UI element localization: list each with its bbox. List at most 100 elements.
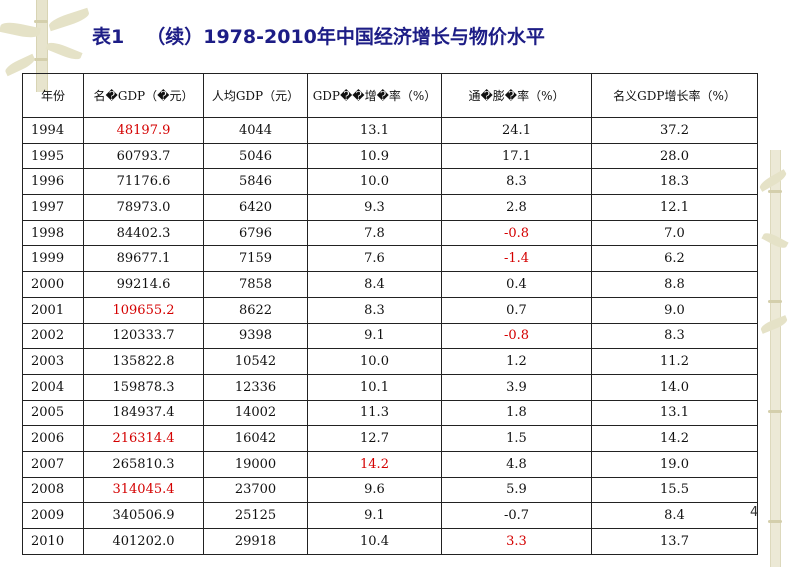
cell-real-gdp-growth: 9.1 (307, 322, 442, 350)
cell-nominal-gdp-growth: 19.0 (591, 450, 758, 478)
table-body: 1994 48197.9 4044 13.1 24.1 37.2 1995 60793.7 50… (22, 117, 758, 555)
cell-per-capita-gdp: 8622 (203, 296, 308, 324)
header-real-gdp-growth: GDP��增�率（%） (307, 73, 442, 118)
cell-nominal-gdp: 401202.0 (83, 528, 204, 555)
cell-nominal-gdp-growth: 11.2 (591, 348, 758, 375)
title-text: （续）1978-2010年中国经济增长与物价水平 (146, 26, 545, 48)
table-row: 2007 265810.3 19000 14.2 4.8 19.0 (22, 450, 758, 478)
cell-year: 2000 (22, 271, 84, 298)
header-year: 年份 (22, 73, 84, 118)
cell-nominal-gdp-growth: 8.3 (591, 322, 758, 350)
cell-nominal-gdp-growth: 6.2 (591, 245, 758, 273)
cell-year: 2003 (22, 348, 84, 375)
table-label: 表1 (92, 26, 125, 48)
cell-year: 2002 (22, 322, 84, 350)
cell-nominal-gdp: 78973.0 (83, 194, 204, 221)
cell-nominal-gdp: 84402.3 (83, 219, 204, 247)
table-row: 2006 216314.4 16042 12.7 1.5 14.2 (22, 425, 758, 452)
cell-nominal-gdp: 159878.3 (83, 373, 204, 401)
cell-nominal-gdp: 89677.1 (83, 245, 204, 273)
cell-per-capita-gdp: 7159 (203, 245, 308, 273)
cell-nominal-gdp-growth: 13.7 (591, 528, 758, 555)
cell-per-capita-gdp: 7858 (203, 271, 308, 298)
cell-real-gdp-growth: 7.6 (307, 245, 442, 273)
cell-real-gdp-growth: 9.6 (307, 476, 442, 504)
cell-nominal-gdp: 314045.4 (83, 476, 204, 504)
cell-year: 1995 (22, 142, 84, 170)
table-row: 2005 184937.4 14002 11.3 1.8 13.1 (22, 399, 758, 427)
table-row: 1995 60793.7 5046 10.9 17.1 28.0 (22, 142, 758, 170)
bamboo-leaf-icon (45, 39, 83, 63)
table-row: 2003 135822.8 10542 10.0 1.2 11.2 (22, 348, 758, 375)
cell-real-gdp-growth: 14.2 (307, 450, 442, 478)
cell-per-capita-gdp: 12336 (203, 373, 308, 401)
cell-nominal-gdp: 265810.3 (83, 450, 204, 478)
cell-real-gdp-growth: 9.3 (307, 194, 442, 221)
table-row: 1997 78973.0 6420 9.3 2.8 12.1 (22, 194, 758, 221)
header-nominal-gdp: 名�GDP（�元） (83, 73, 204, 118)
cell-year: 2010 (22, 528, 84, 555)
cell-real-gdp-growth: 7.8 (307, 219, 442, 247)
table-row: 1998 84402.3 6796 7.8 -0.8 7.0 (22, 219, 758, 247)
table-row: 2001 109655.2 8622 8.3 0.7 9.0 (22, 296, 758, 324)
cell-inflation: -0.7 (441, 502, 592, 529)
cell-per-capita-gdp: 5046 (203, 142, 308, 170)
bamboo-leaf-icon (761, 230, 789, 251)
cell-real-gdp-growth: 10.1 (307, 373, 442, 401)
table-row: 1996 71176.6 5846 10.0 8.3 18.3 (22, 168, 758, 196)
cell-nominal-gdp: 120333.7 (83, 322, 204, 350)
cell-nominal-gdp-growth: 12.1 (591, 194, 758, 221)
cell-year: 1997 (22, 194, 84, 221)
cell-per-capita-gdp: 6420 (203, 194, 308, 221)
cell-nominal-gdp-growth: 7.0 (591, 219, 758, 247)
bamboo-leaf-icon (0, 19, 41, 41)
gdp-inflation-table: 年份 名�GDP（�元） 人均GDP（元） GDP��增�率（%） 通�膨�率（… (22, 73, 758, 555)
cell-year: 1998 (22, 219, 84, 247)
page-number: 4 (750, 505, 759, 520)
table-row: 2004 159878.3 12336 10.1 3.9 14.0 (22, 373, 758, 401)
cell-year: 2008 (22, 476, 84, 504)
cell-year: 1999 (22, 245, 84, 273)
bamboo-icon (768, 150, 782, 567)
cell-per-capita-gdp: 5846 (203, 168, 308, 196)
cell-per-capita-gdp: 23700 (203, 476, 308, 504)
cell-per-capita-gdp: 14002 (203, 399, 308, 427)
cell-real-gdp-growth: 8.4 (307, 271, 442, 298)
cell-nominal-gdp: 60793.7 (83, 142, 204, 170)
table-row: 2002 120333.7 9398 9.1 -0.8 8.3 (22, 322, 758, 350)
bamboo-leaf-icon (759, 315, 789, 334)
header-per-capita-gdp: 人均GDP（元） (203, 73, 308, 118)
cell-nominal-gdp-growth: 13.1 (591, 399, 758, 427)
cell-real-gdp-growth: 8.3 (307, 296, 442, 324)
cell-nominal-gdp-growth: 14.2 (591, 425, 758, 452)
cell-nominal-gdp-growth: 37.2 (591, 117, 758, 144)
cell-per-capita-gdp: 6796 (203, 219, 308, 247)
cell-inflation: 2.8 (441, 194, 592, 221)
cell-inflation: 5.9 (441, 476, 592, 504)
cell-nominal-gdp: 109655.2 (83, 296, 204, 324)
header-nominal-gdp-growth: 名义GDP增长率（%） (591, 73, 758, 118)
table-row: 2008 314045.4 23700 9.6 5.9 15.5 (22, 476, 758, 504)
cell-nominal-gdp-growth: 14.0 (591, 373, 758, 401)
cell-inflation: 4.8 (441, 450, 592, 478)
cell-inflation: -1.4 (441, 245, 592, 273)
table-row: 2009 340506.9 25125 9.1 -0.7 8.4 (22, 502, 758, 529)
cell-inflation: 3.9 (441, 373, 592, 401)
cell-inflation: 3.3 (441, 528, 592, 555)
cell-year: 2005 (22, 399, 84, 427)
cell-inflation: 17.1 (441, 142, 592, 170)
cell-year: 2007 (22, 450, 84, 478)
cell-real-gdp-growth: 11.3 (307, 399, 442, 427)
data-table-container: 年份 名�GDP（�元） 人均GDP（元） GDP��增�率（%） 通�膨�率（… (22, 73, 758, 555)
cell-nominal-gdp-growth: 15.5 (591, 476, 758, 504)
cell-per-capita-gdp: 19000 (203, 450, 308, 478)
cell-inflation: 24.1 (441, 117, 592, 144)
cell-nominal-gdp: 340506.9 (83, 502, 204, 529)
cell-nominal-gdp-growth: 9.0 (591, 296, 758, 324)
cell-inflation: 1.5 (441, 425, 592, 452)
cell-year: 1994 (22, 117, 84, 144)
cell-inflation: 1.8 (441, 399, 592, 427)
cell-inflation: 0.4 (441, 271, 592, 298)
cell-inflation: 1.2 (441, 348, 592, 375)
cell-per-capita-gdp: 9398 (203, 322, 308, 350)
